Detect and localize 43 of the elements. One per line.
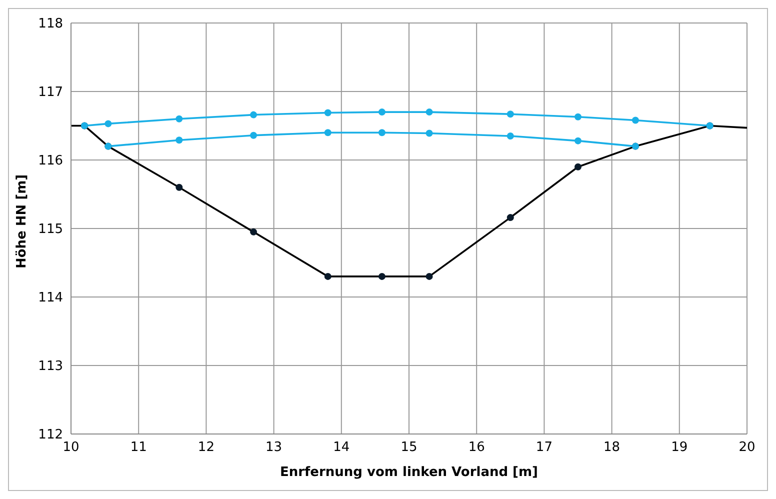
point [378,129,386,136]
y-tick-label: 112 [38,428,63,443]
x-tick-label: 14 [333,440,350,456]
x-tick-label: 19 [671,440,688,456]
x-tick-label: 15 [400,440,418,456]
point [324,272,332,280]
point [324,129,332,136]
x-tick-label: 13 [266,440,282,456]
point [250,132,258,139]
point [426,108,433,116]
x-tick-label: 11 [130,440,147,456]
point [378,272,386,280]
x-axis-title: Enrfernung vom linken Vorland [m] [280,465,538,480]
point [506,132,514,140]
point [426,130,433,137]
x-tick-label: 12 [198,440,214,456]
x-tick-label: 10 [62,440,80,456]
x-tick-label: 18 [604,440,620,456]
point [324,109,332,116]
point [426,272,433,280]
point [574,163,582,170]
point [506,110,514,118]
x-tick-label: 16 [468,440,485,456]
y-axis-title: Höhe HN [m] [14,174,30,268]
point [176,115,183,122]
point [632,116,639,124]
point [506,214,514,222]
point [378,108,386,116]
y-tick-label: 116 [38,154,63,169]
y-tick-label: 118 [38,16,63,32]
x-tick-label: 17 [536,440,552,456]
y-tick-label: 114 [38,290,63,306]
x-tick-label: 20 [738,440,756,456]
point [250,228,258,236]
point [250,111,258,118]
point [104,120,112,128]
y-tick-label: 113 [38,359,63,374]
y-tick-label: 115 [38,222,63,238]
point [574,113,582,120]
point [574,137,582,144]
point [176,136,183,144]
point [176,184,183,191]
y-tick-label: 117 [38,85,63,100]
